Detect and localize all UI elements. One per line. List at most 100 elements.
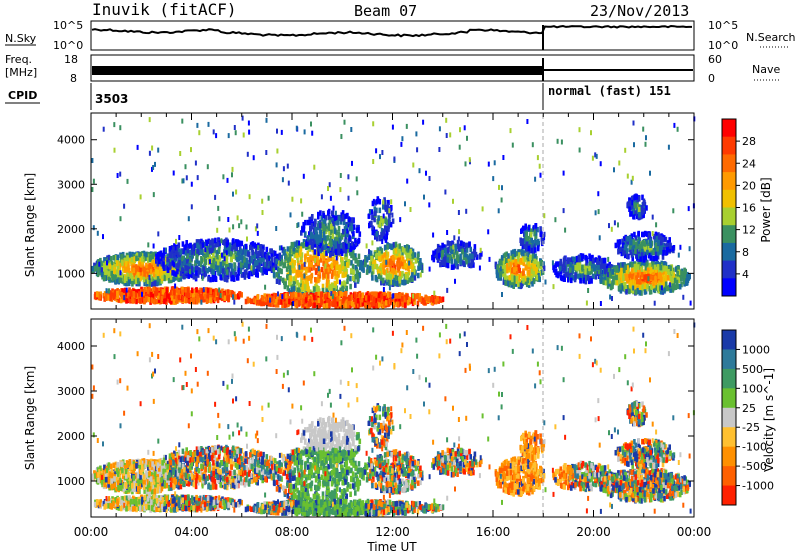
power-cell: [344, 281, 347, 288]
power-cell: [357, 253, 361, 260]
power-cell: [152, 286, 156, 292]
power-cell: [127, 279, 131, 285]
power-cell: [247, 273, 251, 279]
power-cell: [166, 253, 170, 259]
power-cell: [514, 281, 517, 287]
power-cell: [354, 273, 357, 280]
power-cell: [307, 243, 310, 250]
power-cell: [129, 291, 133, 297]
power-cell: [638, 284, 642, 290]
power-cell: [158, 278, 161, 284]
noise-panel: N.Sky 10^5 10^0 10^5 10^0 N.Search: [5, 19, 796, 52]
power-cell: [144, 255, 147, 261]
power-cell: [175, 286, 178, 293]
power-cell: [120, 272, 124, 278]
power-cell: [309, 231, 313, 238]
power-cell: [231, 274, 235, 281]
power-cell: [164, 265, 168, 271]
power-cell: [293, 260, 297, 266]
power-cell: [114, 261, 117, 267]
power-cell: [107, 271, 111, 277]
power-cell: [278, 267, 282, 274]
power-cell: [214, 288, 218, 294]
power-cell: [442, 244, 446, 250]
power-cell: [336, 261, 339, 268]
power-cell: [510, 279, 514, 286]
power-cell: [328, 268, 331, 274]
power-cell: [579, 278, 582, 284]
power-cell: [196, 242, 199, 249]
power-cell: [635, 249, 639, 255]
power-cell: [603, 274, 606, 280]
power-cell: [652, 234, 656, 240]
power-cell: [588, 277, 591, 284]
power-cell: [432, 250, 435, 256]
power-cell: [190, 253, 194, 260]
power-cell: [296, 272, 300, 278]
power-cell: [588, 265, 591, 272]
power-cell: [326, 247, 330, 254]
power-cell: [149, 254, 152, 261]
power-cell: [387, 199, 390, 206]
power-cell: [462, 241, 465, 248]
noise-trace: [91, 24, 692, 38]
power-cell: [177, 289, 181, 295]
power-cell: [307, 235, 310, 241]
power-cell: [297, 251, 301, 258]
power-cell: [649, 274, 652, 280]
power-cell: [585, 260, 588, 266]
power-cell: [578, 274, 581, 280]
power-cell: [540, 239, 544, 245]
power-cell: [449, 245, 453, 252]
power-cell: [309, 275, 312, 281]
power-cell: [454, 260, 458, 266]
power-cell: [285, 266, 289, 272]
power-cell: [323, 272, 326, 279]
power-cell: [190, 272, 194, 279]
power-cell: [145, 296, 148, 302]
power-cell: [146, 271, 149, 277]
power-cell: [230, 257, 233, 263]
power-cell: [229, 251, 233, 257]
power-cell: [339, 251, 342, 257]
power-cell: [381, 217, 385, 224]
power-cell: [344, 233, 347, 240]
power-cell: [462, 254, 466, 261]
power-cell: [554, 263, 557, 269]
power-cell: [507, 253, 510, 259]
power-cell: [172, 276, 175, 283]
power-cell: [391, 218, 395, 224]
power-cell: [643, 241, 647, 247]
power-cell: [205, 298, 209, 304]
power-cell: [401, 246, 405, 253]
power-cell: [175, 274, 179, 280]
power-cell: [256, 266, 259, 272]
power-cell: [513, 248, 517, 255]
power-cell: [262, 256, 265, 263]
power-cell: [460, 240, 463, 246]
power-cell: [273, 250, 277, 257]
power-cell: [407, 245, 410, 251]
power-cell: [468, 253, 472, 259]
power-cell: [308, 220, 312, 226]
power-cell: [329, 252, 332, 258]
power-cell: [630, 205, 634, 211]
power-cell: [467, 261, 470, 267]
power-cell: [642, 280, 645, 287]
power-cell: [317, 234, 320, 241]
power-cell: [295, 252, 299, 259]
power-cell: [334, 249, 338, 255]
power-cell: [163, 286, 167, 293]
power-cell: [314, 242, 317, 248]
power-cell: [611, 283, 614, 289]
power-cell: [396, 253, 399, 260]
power-cell: [321, 252, 324, 259]
power-cell: [165, 299, 168, 305]
nsky-label: N.Sky: [5, 32, 37, 45]
power-cell: [109, 256, 113, 262]
power-cell: [411, 300, 415, 307]
power-cell: [228, 262, 232, 269]
power-cell: [394, 241, 398, 248]
power-cell: [532, 225, 536, 231]
power-cell: [378, 234, 382, 241]
